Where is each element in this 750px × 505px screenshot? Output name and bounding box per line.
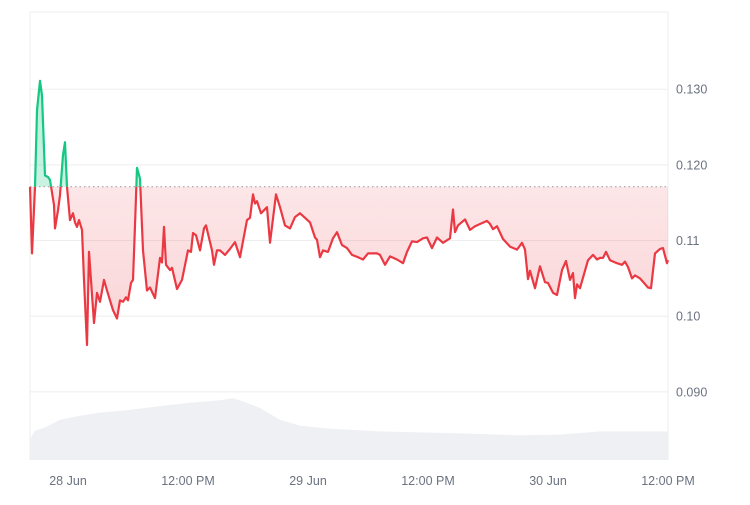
y-tick-label: 0.11 <box>676 234 699 248</box>
y-tick-label: 0.090 <box>676 385 707 399</box>
price-line-down <box>28 186 670 347</box>
price-lines <box>28 79 670 347</box>
x-tick-label: 12:00 PM <box>161 474 215 488</box>
y-tick-label: 0.130 <box>676 83 707 97</box>
y-tick-label: 0.10 <box>676 310 700 324</box>
volume-area-shape <box>30 398 668 460</box>
price-fills <box>30 80 668 345</box>
x-tick-label: 28 Jun <box>49 474 87 488</box>
below-baseline-fill <box>30 186 668 345</box>
x-tick-label: 12:00 PM <box>641 474 695 488</box>
y-tick-label: 0.120 <box>676 158 707 172</box>
x-axis-labels: 28 Jun 12:00 PM 29 Jun 12:00 PM 30 Jun 12:00 … <box>49 474 695 488</box>
x-tick-label: 30 Jun <box>529 474 567 488</box>
volume-area <box>30 398 668 460</box>
x-tick-label: 12:00 PM <box>401 474 455 488</box>
y-axis-labels: 0.130 0.120 0.11 0.10 0.090 <box>676 83 707 400</box>
x-tick-label: 29 Jun <box>289 474 327 488</box>
